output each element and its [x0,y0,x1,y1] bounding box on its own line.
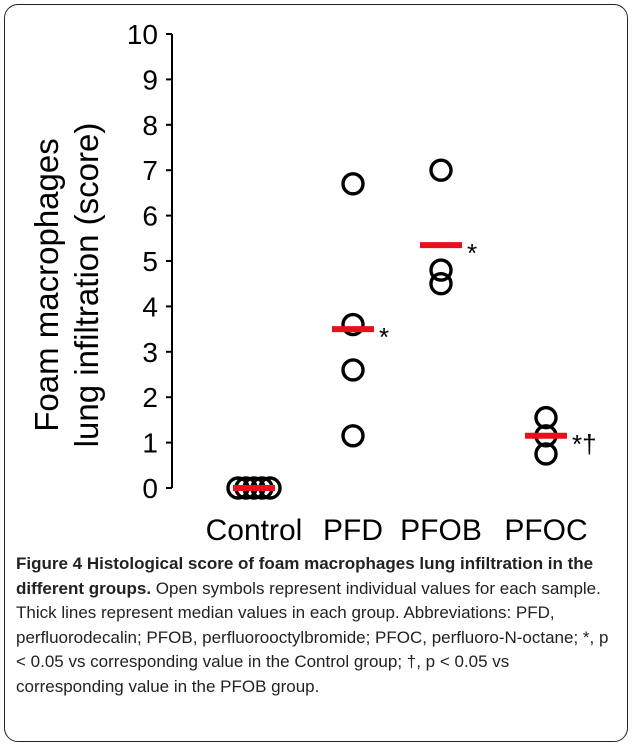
figure-caption: Figure 4 Histological score of foam macr… [16,552,616,699]
x-axis-labels: Control PFD PFOB PFOC [206,514,588,547]
data-point-pfoc-0 [534,405,558,430]
y-tick-label-4: 4 [142,291,158,322]
y-axis-label-line1: Foam macrophages [28,138,65,431]
y-tick-label-7: 7 [142,155,158,186]
data-point-pfob-0 [429,158,453,182]
y-tick-label-1: 1 [142,428,158,459]
x-category-label-pfoc: PFOC [504,514,587,547]
y-axis-label: Foam macrophages lung infiltration (scor… [28,123,105,448]
x-category-label-pfd: PFD [323,514,383,547]
figure-frame [4,4,628,742]
y-axis-label-line2: lung infiltration (score) [68,123,105,448]
y-tick-label-10: 10 [127,19,158,50]
data-point-pfd-3 [341,424,365,448]
x-category-label-control: Control [206,514,303,547]
significance-marker-pfoc: *† [572,429,597,459]
data-marks: * * *† [226,158,597,500]
y-axis: 0 1 2 3 4 5 6 7 8 9 10 [127,19,173,504]
y-tick-label-3: 3 [142,337,158,368]
y-tick-label-2: 2 [142,382,158,413]
data-point-pfob-1 [429,258,453,282]
y-tick-label-0: 0 [142,473,158,504]
x-category-label-pfob: PFOB [400,514,482,547]
data-point-pfoc-2 [534,442,558,466]
data-point-pfd-1 [341,312,365,337]
y-tick-label-9: 9 [142,64,158,95]
chart: Foam macrophages lung infiltration (scor… [28,19,597,547]
caption-body: Open symbols represent individual values… [16,578,609,696]
y-tick-label-5: 5 [142,246,158,277]
data-point-pfd-0 [341,172,365,196]
data-point-pfob-2 [429,272,453,296]
data-point-pfd-2 [341,358,365,382]
significance-marker-pfd: * [379,322,389,352]
significance-marker-pfob: * [467,238,477,268]
y-tick-label-8: 8 [142,110,158,141]
caption-title: Figure 4 Histological score of foam macr… [16,554,594,598]
y-tick-label-6: 6 [142,201,158,232]
